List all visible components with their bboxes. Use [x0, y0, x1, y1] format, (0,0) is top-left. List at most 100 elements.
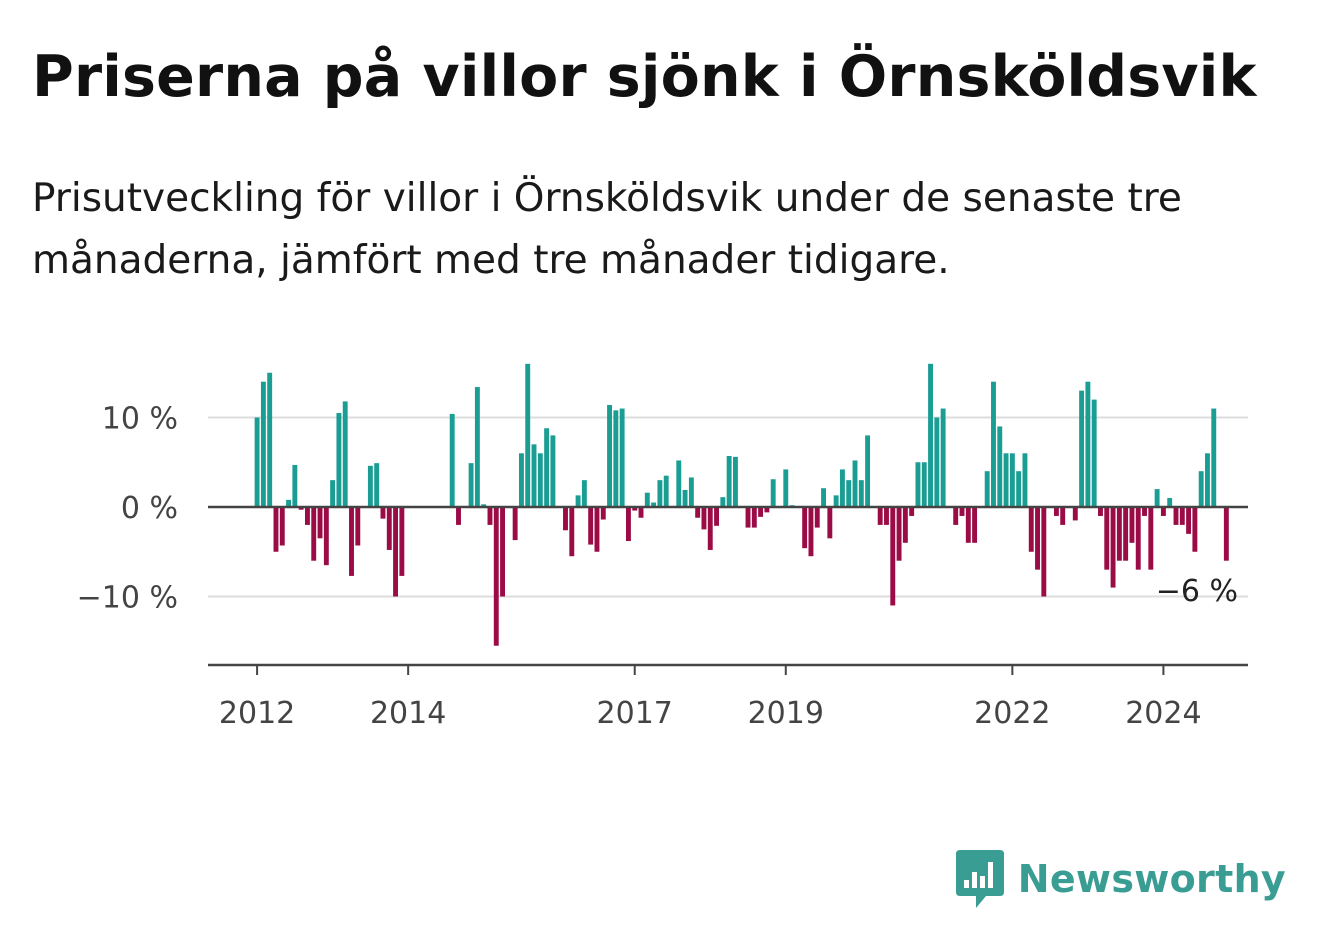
- bar: [537, 453, 543, 507]
- bar: [487, 507, 493, 525]
- bar: [833, 495, 839, 507]
- bar: [1173, 507, 1179, 525]
- x-tick-label: 2014: [370, 696, 446, 731]
- bar: [1022, 453, 1028, 507]
- bar: [304, 507, 310, 525]
- bar: [279, 507, 285, 546]
- bar: [726, 455, 732, 507]
- x-tick-label: 2022: [974, 696, 1050, 731]
- bar: [959, 507, 965, 516]
- bar: [367, 465, 373, 507]
- bar: [676, 460, 682, 507]
- bar: [808, 507, 814, 557]
- bar: [374, 463, 380, 507]
- bar: [984, 471, 990, 507]
- bar: [1129, 507, 1135, 543]
- y-tick-label: −10 %: [77, 581, 178, 616]
- x-tick-label: 2017: [597, 696, 673, 731]
- bar: [456, 507, 461, 525]
- y-tick-label: 10 %: [102, 402, 178, 437]
- bar: [588, 507, 594, 545]
- bar: [518, 453, 524, 507]
- bar: [1060, 507, 1066, 525]
- bar: [267, 372, 273, 507]
- bar: [1003, 453, 1009, 507]
- bar: [827, 507, 833, 539]
- bar: [934, 417, 940, 507]
- bar: [525, 363, 531, 507]
- bar: [342, 401, 348, 507]
- brand-name: Newsworthy: [1017, 857, 1286, 901]
- y-tick-label: 0 %: [121, 491, 178, 526]
- bar: [1142, 507, 1147, 516]
- bar: [965, 507, 971, 543]
- bar: [821, 488, 826, 507]
- bar: [298, 507, 304, 510]
- bar: [915, 462, 921, 507]
- bar: [852, 460, 858, 507]
- bar: [474, 387, 480, 507]
- bar: [1160, 507, 1166, 516]
- bar: [600, 507, 606, 520]
- bar: [657, 480, 663, 507]
- bar: [1223, 507, 1229, 561]
- bar: [292, 464, 298, 507]
- x-tick-label: 2012: [219, 696, 295, 731]
- bar: [991, 381, 996, 507]
- bar: [386, 507, 392, 550]
- bar: [688, 477, 694, 507]
- bar: [311, 507, 317, 561]
- bar: [399, 507, 405, 576]
- bar: [764, 507, 770, 513]
- bar: [1091, 399, 1097, 507]
- bar: [1028, 507, 1034, 552]
- bar: [594, 507, 600, 552]
- bar: [1116, 507, 1122, 561]
- bar: [355, 507, 361, 546]
- bar: [1186, 507, 1192, 534]
- bar: [663, 475, 669, 507]
- bar: [802, 507, 808, 549]
- bar: [1072, 507, 1078, 521]
- bar: [701, 507, 707, 530]
- bar: [260, 381, 266, 507]
- bar: [286, 499, 292, 507]
- bar: [745, 507, 751, 528]
- bar: [953, 507, 959, 525]
- bar: [1167, 498, 1173, 507]
- bar: [449, 413, 455, 507]
- bar: [682, 489, 688, 507]
- bar: [569, 507, 575, 557]
- bar: [651, 502, 657, 507]
- bar: [714, 507, 719, 526]
- bar: [493, 507, 499, 646]
- bar: [732, 456, 738, 507]
- bar: [1211, 408, 1217, 507]
- bar: [619, 408, 625, 507]
- bar: [814, 507, 820, 528]
- bar: [846, 480, 852, 507]
- bar: [330, 480, 336, 507]
- bar: [1079, 390, 1085, 507]
- bar: [531, 444, 537, 507]
- bar: [607, 404, 613, 507]
- bar: [865, 435, 871, 507]
- bar: [940, 408, 946, 507]
- bar: [625, 507, 631, 542]
- bar: [884, 507, 889, 525]
- bar: [632, 507, 638, 511]
- bar: [638, 507, 644, 518]
- bar: [1053, 507, 1059, 516]
- bar: [481, 504, 487, 507]
- bar: [1179, 507, 1185, 525]
- bar: [707, 507, 713, 550]
- bar: [1198, 471, 1204, 507]
- bar: [563, 507, 568, 531]
- bar-chart-speech-bubble-icon: [955, 850, 1004, 908]
- bar-chart: 10 % 0 % −10 % 2012 2014 2017 2019 2022 2024 −6 %: [77, 363, 1248, 731]
- bar: [1016, 471, 1022, 507]
- bar: [839, 469, 845, 507]
- bar: [1035, 507, 1040, 570]
- bar: [1110, 507, 1116, 588]
- bar: [550, 435, 556, 507]
